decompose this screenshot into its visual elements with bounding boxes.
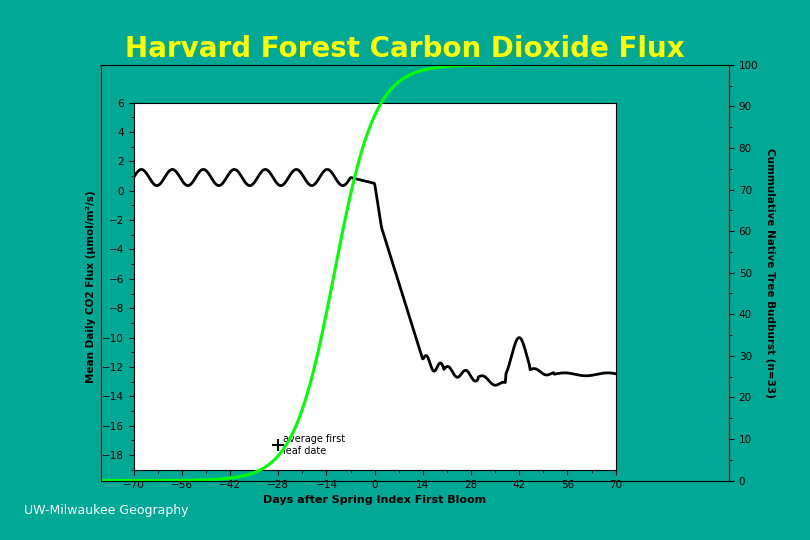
Y-axis label: Cummulative Native Tree Budburst (n=33): Cummulative Native Tree Budburst (n=33) [765, 148, 775, 397]
Text: UW-Milwaukee Geography: UW-Milwaukee Geography [24, 504, 189, 517]
Text: Harvard Forest Carbon Dioxide Flux: Harvard Forest Carbon Dioxide Flux [126, 35, 684, 63]
Text: average first
leaf date: average first leaf date [296, 442, 359, 463]
Y-axis label: Mean Daily CO2 Flux (μmol/m²/s): Mean Daily CO2 Flux (μmol/m²/s) [87, 177, 96, 369]
X-axis label: Days after Spring Index First Bloom: Days after Spring Index First Bloom [304, 495, 526, 505]
